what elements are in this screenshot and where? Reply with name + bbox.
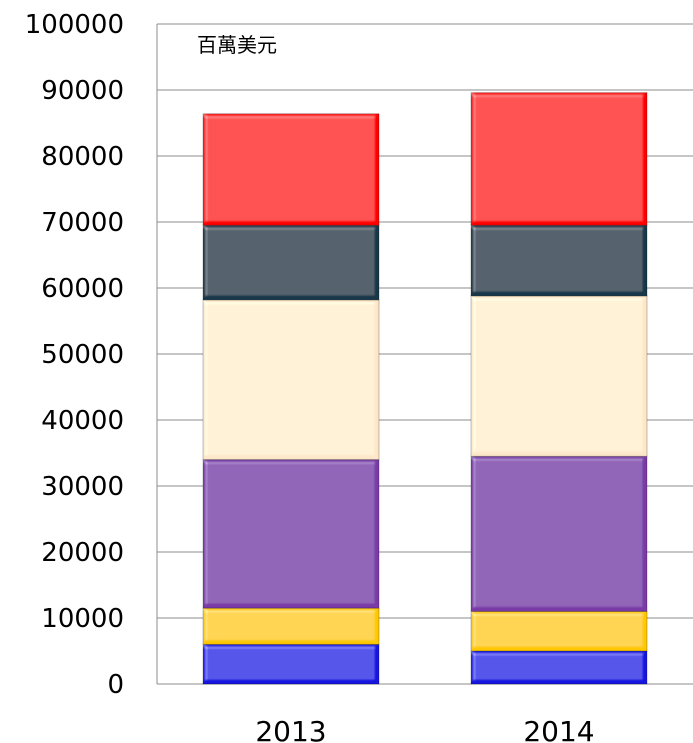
bars (202, 92, 648, 685)
x-tick-label-2013: 2013 (255, 715, 326, 743)
y-tick-label: 20000 (41, 538, 124, 568)
bar-segment-2013-4 (202, 224, 380, 301)
bar-segment-2013-1 (202, 607, 380, 645)
bar-segment-2014-4 (470, 224, 648, 297)
x-tick-label-2014: 2014 (523, 715, 594, 743)
unit-label: 百萬美元 (197, 33, 277, 57)
y-tick-label: 30000 (41, 472, 124, 502)
bar-segment-2014-2 (470, 455, 648, 612)
y-tick-label: 10000 (41, 604, 124, 634)
bar-segment-2013-2 (202, 459, 380, 609)
labels: 0 10000 20000 30000 40000 50000 60000 70000 8000… (25, 10, 595, 743)
y-tick-label: 100000 (25, 10, 124, 40)
y-tick-label: 40000 (41, 406, 124, 436)
bar-segment-2013-5 (202, 113, 380, 226)
bar-segment-2013-3 (202, 299, 380, 461)
bar-segment-2014-1 (470, 610, 648, 652)
bar-segment-2014-0 (470, 650, 648, 685)
y-tick-label: 50000 (41, 340, 124, 370)
y-tick-label: 70000 (41, 208, 124, 238)
y-tick-label: 80000 (41, 142, 124, 172)
bar-segment-2014-3 (470, 295, 648, 457)
bar-segment-2014-5 (470, 92, 648, 226)
bar-segment-2013-0 (202, 643, 380, 685)
y-tick-label: 60000 (41, 274, 124, 304)
y-tick-label: 90000 (41, 76, 124, 106)
y-tick-label: 0 (107, 670, 124, 700)
